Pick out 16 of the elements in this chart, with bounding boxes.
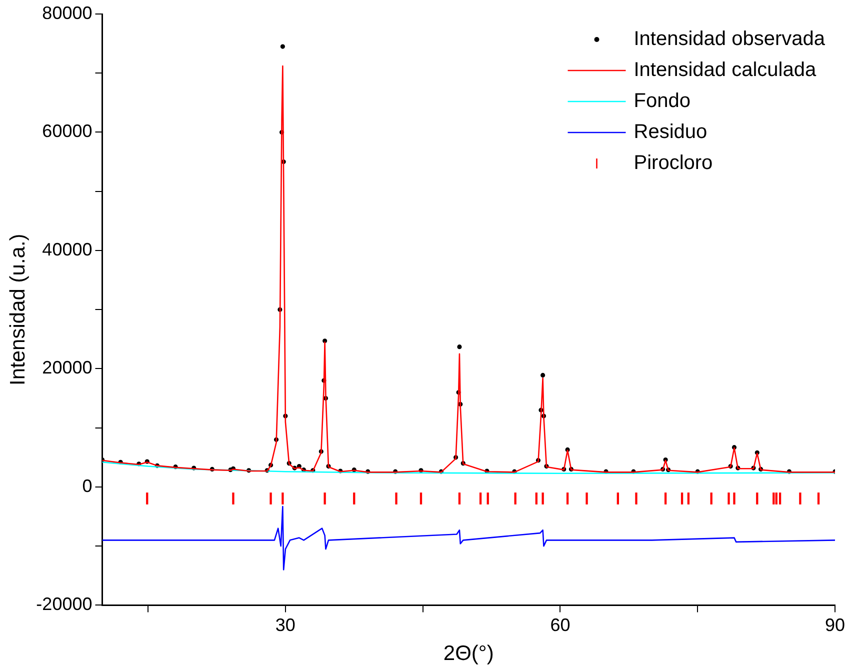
legend-label: Pirocloro <box>634 152 713 174</box>
legend-label: Fondo <box>634 90 690 112</box>
legend-label: Intensidad observada <box>634 28 826 50</box>
x-axis-title: 2Θ(°) <box>443 642 494 666</box>
legend-label: Residuo <box>634 121 708 144</box>
x-tick-label: 90 <box>824 614 846 635</box>
y-tick-label: 80000 <box>42 2 92 23</box>
y-tick-label: 20000 <box>42 358 92 378</box>
y-tick-label: 60000 <box>42 121 92 142</box>
y-axis-title: Intensidad (u.a.) <box>6 234 30 386</box>
y-tick-label: 40000 <box>42 239 92 260</box>
legend-label: Intensidad calculada <box>634 59 817 82</box>
x-tick-label: 60 <box>550 614 570 635</box>
x-tick-label: 30 <box>275 614 296 635</box>
y-tick-label: 0 <box>82 476 92 496</box>
y-tick-label: -20000 <box>36 594 92 614</box>
